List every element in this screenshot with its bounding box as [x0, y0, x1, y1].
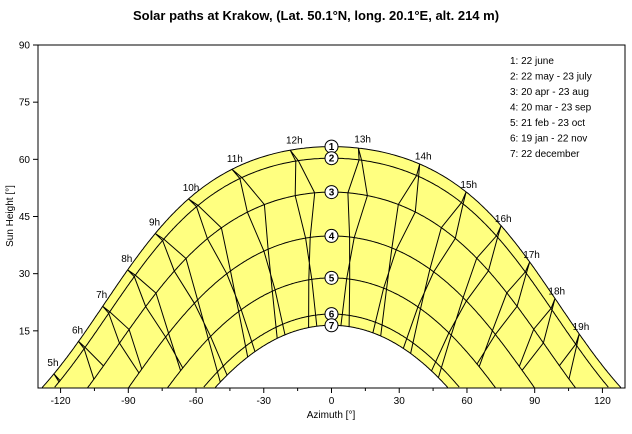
day-marker-label-2: 2 — [329, 154, 335, 165]
day-marker-label-5: 5 — [329, 273, 335, 284]
plot-area: 5h 6h 7h 8h 9h 10h 11h 12h 13h 14h 15h 16h 17h 18h 19h… — [38, 45, 625, 389]
hour-line-7 — [102, 305, 143, 374]
x-tick-label: 90 — [529, 396, 541, 407]
x-tick-label: 0 — [329, 396, 335, 407]
day-marker-label-6: 6 — [329, 310, 335, 321]
hour-label-10: 10h — [183, 183, 200, 194]
day-marker-label-3: 3 — [329, 188, 335, 199]
x-tick-label: 30 — [394, 396, 406, 407]
hour-line-12 — [289, 149, 318, 328]
hour-line-5 — [53, 373, 61, 383]
hour-line-9 — [154, 233, 228, 383]
day-marker-7 — [324, 318, 339, 333]
y-tick-label: 90 — [19, 41, 31, 52]
hour-line-6 — [78, 341, 104, 380]
x-tick-label: 120 — [594, 396, 611, 407]
hour-label-15: 15h — [460, 180, 477, 191]
hour-label-18: 18h — [548, 287, 565, 298]
x-axis-title: Azimuth [°] — [307, 410, 356, 421]
legend-entry-4: 4: 20 mar - 23 sep — [510, 103, 592, 114]
legend-entry-1: 1: 22 june — [510, 56, 554, 67]
legend-entry-5: 5: 21 feb - 23 oct — [510, 118, 585, 129]
legend-entry-3: 3: 20 apr - 23 aug — [510, 87, 589, 98]
day-marker-label-7: 7 — [329, 321, 335, 332]
hour-label-16: 16h — [495, 214, 512, 225]
y-tick-label: 15 — [19, 326, 31, 337]
hour-label-19: 19h — [573, 322, 590, 333]
hour-label-11: 11h — [227, 154, 243, 165]
hour-label-17: 17h — [523, 250, 540, 261]
hour-line-8 — [127, 269, 184, 371]
sun-path-area — [42, 146, 621, 388]
hour-label-13: 13h — [354, 135, 371, 146]
legend-entry-2: 2: 22 may - 23 july — [510, 72, 592, 83]
x-tick-label: -120 — [51, 396, 71, 407]
hour-line-14 — [372, 163, 421, 337]
y-tick-label: 60 — [19, 155, 31, 166]
y-tick-label: 75 — [19, 98, 31, 109]
y-tick-label: 30 — [19, 269, 31, 280]
x-tick-label: 60 — [461, 396, 473, 407]
chart-title: Solar paths at Krakow, (Lat. 50.1°N, lon… — [132, 8, 500, 23]
hour-line-16 — [431, 225, 502, 378]
day-marker-4 — [324, 228, 339, 243]
hour-line-11 — [231, 168, 286, 339]
hour-line-15 — [402, 191, 467, 354]
hour-label-14: 14h — [415, 151, 432, 162]
y-axis-title: Sun Height [°] — [5, 185, 16, 247]
hour-label-9: 9h — [149, 217, 160, 228]
y-tick-label: 45 — [19, 212, 31, 223]
hour-label-5: 5h — [47, 358, 58, 369]
hour-label-8: 8h — [121, 254, 132, 265]
x-tick-label: -90 — [121, 396, 136, 407]
day-marker-label-4: 4 — [329, 231, 335, 242]
hour-line-18 — [518, 298, 556, 371]
day-marker-label-1: 1 — [329, 142, 335, 153]
day-marker-5 — [324, 270, 339, 285]
hour-line-19 — [559, 333, 580, 380]
day-marker-3 — [324, 185, 339, 200]
hour-label-6: 6h — [72, 325, 83, 336]
hour-label-12: 12h — [286, 136, 303, 147]
legend-entry-6: 6: 19 jan - 22 nov — [510, 134, 587, 145]
hour-label-7: 7h — [96, 290, 107, 301]
day-marker-2 — [324, 151, 339, 166]
hour-line-17 — [476, 261, 531, 367]
x-tick-label: -30 — [257, 396, 272, 407]
legend-entry-7: 7: 22 december — [510, 149, 580, 160]
x-tick-label: -60 — [189, 396, 204, 407]
hour-line-13 — [340, 147, 368, 327]
legend: 1: 22 june 2: 22 may - 23 july 3: 20 apr -… — [510, 56, 592, 160]
hour-line-10 — [188, 198, 256, 358]
